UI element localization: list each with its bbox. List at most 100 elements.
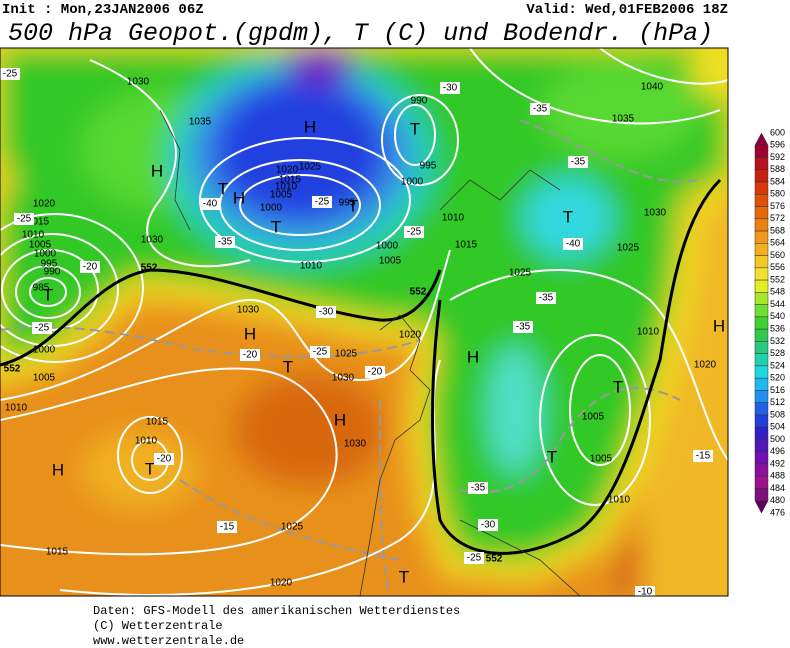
- isobar-label: 985: [33, 283, 50, 294]
- footer-line: www.wetterzentrale.de: [93, 634, 244, 648]
- isobar-label: 1005: [270, 190, 293, 201]
- colorbar-swatch: [754, 169, 769, 183]
- colorbar-swatch: [754, 414, 769, 428]
- isobar-label: 1020: [694, 360, 717, 371]
- colorbar-label: 580: [770, 189, 785, 199]
- temperature-label-box: [215, 236, 235, 248]
- temperature-label: -35: [516, 322, 531, 333]
- pressure-center: T: [410, 119, 420, 138]
- colorbar-swatch: [754, 243, 769, 256]
- init-time: Init : Mon,23JAN2006 06Z: [2, 2, 204, 18]
- temperature-label: -40: [566, 239, 581, 250]
- colorbar-label: 588: [770, 164, 785, 174]
- temperature-label-box: [635, 586, 655, 596]
- temperature-label: -35: [571, 157, 586, 168]
- map-frame: [0, 47, 729, 597]
- pressure-center: T: [348, 196, 358, 215]
- isobar-label: 990: [44, 267, 61, 278]
- isobar-label: 1020: [399, 330, 422, 341]
- temperature-label: -25: [407, 227, 422, 238]
- pressure-center: H: [233, 188, 245, 207]
- isobar-label: 1010: [5, 403, 28, 414]
- colorbar-label: 528: [770, 348, 785, 358]
- temperature-label: -15: [696, 451, 711, 462]
- contour-label: 552: [410, 287, 427, 298]
- colorbar-label: 480: [770, 495, 785, 505]
- colorbar-label: 568: [770, 225, 785, 235]
- map-title: 500 hPa Geopot.(gpdm), T (C) und Bodendr…: [8, 19, 713, 48]
- isobar-label: 1030: [127, 77, 150, 88]
- colorbar-swatch: [754, 206, 769, 220]
- colorbar-label: 512: [770, 397, 785, 407]
- isobar-label: 1015: [455, 240, 478, 251]
- temperature-label: -20: [157, 454, 172, 465]
- isobar-label: 1005: [379, 256, 402, 267]
- temperature-label-box: [200, 198, 220, 210]
- temperature-label-box: [530, 103, 550, 115]
- temperature-label: -30: [443, 83, 458, 94]
- isobars: [0, 48, 728, 596]
- isobar-label: 1030: [344, 439, 367, 450]
- pressure-center: H: [244, 324, 256, 343]
- isobar-label: 1025: [281, 522, 304, 533]
- temperature-label: -25: [313, 347, 328, 358]
- isobar-label: 1020: [276, 165, 299, 176]
- isobar-label: 1005: [29, 240, 52, 251]
- temperature-label-box: [513, 321, 533, 333]
- colorbar-label: 504: [770, 422, 785, 432]
- colorbar-swatch: [754, 157, 769, 171]
- footer-line: (C) Wetterzentrale: [93, 619, 223, 633]
- isobar-label: 1010: [22, 230, 45, 241]
- isobar-label: 1035: [612, 114, 635, 125]
- temperature-label: -15: [220, 522, 235, 533]
- colorbar-swatch: [754, 488, 769, 501]
- pressure-center: T: [613, 377, 623, 396]
- colorbar-swatch: [754, 353, 769, 367]
- temperature-label: -35: [539, 293, 554, 304]
- colorbar-label: 500: [770, 434, 785, 444]
- isobar-label: 1010: [275, 182, 298, 193]
- isobar-label: 1025: [299, 162, 322, 173]
- temperature-label: -20: [368, 367, 383, 378]
- colorbar-swatch: [754, 439, 769, 452]
- colorbar-swatch: [754, 194, 769, 207]
- contour-label: 552: [141, 263, 158, 274]
- temperature-label-box: [217, 521, 237, 533]
- contour-label: 552: [486, 554, 503, 565]
- pressure-center: T: [563, 207, 573, 226]
- colorbar-swatch: [754, 475, 769, 489]
- temperature-label-box: [478, 519, 498, 531]
- temperature-label-box: [568, 156, 588, 168]
- colorbar-label: 560: [770, 250, 785, 260]
- colorbar-label: 476: [770, 507, 785, 517]
- temperature-label-box: [14, 213, 34, 225]
- isobar-label: 1030: [141, 235, 164, 246]
- isobar-label: 1005: [590, 454, 613, 465]
- temperature-label-box: [468, 482, 488, 494]
- pressure-center: H: [52, 460, 64, 479]
- temperature-label-box: [80, 261, 100, 273]
- isobar-label: 1035: [189, 117, 212, 128]
- isobar-label: 1010: [637, 327, 660, 338]
- isobar-label: 1030: [332, 373, 355, 384]
- map: HHHHHHHHTTTTTTTTTTT104010351030102510101…: [0, 48, 728, 596]
- isobar-label: 995: [420, 161, 437, 172]
- isobar-label: 1030: [237, 305, 260, 316]
- colorbar-swatch: [754, 316, 769, 330]
- colorbar-label: 548: [770, 287, 785, 297]
- isobar-label: 1000: [401, 177, 424, 188]
- colorbar-swatch: [754, 292, 769, 305]
- isobar-label: 1025: [335, 349, 358, 360]
- temperature-label-box: [154, 453, 174, 465]
- temperature-label-box: [563, 238, 583, 250]
- colorbar-label: 524: [770, 360, 785, 370]
- colorbar-label: 544: [770, 299, 785, 309]
- colorbar-label: 576: [770, 201, 785, 211]
- pressure-center: H: [304, 117, 316, 136]
- isobar-label: 1005: [582, 412, 605, 423]
- colorbar: 600 596 592 588 584 580 576 572 568 564 560 556 552 5…: [754, 127, 785, 517]
- isobar-label: 1010: [442, 213, 465, 224]
- isobar-label: 1000: [34, 249, 57, 260]
- isobar-label: 1020: [33, 199, 56, 210]
